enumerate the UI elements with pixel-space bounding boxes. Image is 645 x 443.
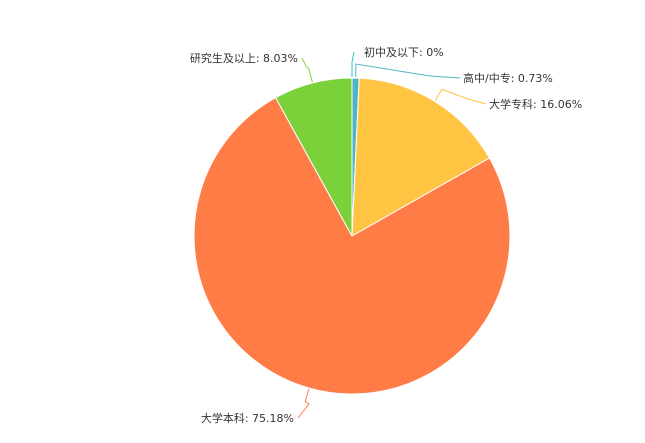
slice-label-1: 高中/中专: 0.73% <box>463 71 553 85</box>
leader-line-4 <box>301 57 313 83</box>
slice-label-4: 研究生及以上: 8.03% <box>190 51 298 65</box>
slice-label-0: 初中及以下: 0% <box>364 45 444 59</box>
slices-layer <box>193 77 511 395</box>
pie-slice-2[interactable] <box>351 77 491 237</box>
leader-line-3 <box>297 388 310 419</box>
slice-label-2: 大学专科: 16.06% <box>489 97 582 111</box>
leader-line-2 <box>434 88 487 105</box>
pie-slice-4[interactable] <box>274 77 353 237</box>
slice-label-3: 大学本科: 75.18% <box>201 411 294 425</box>
leader-line-0 <box>351 51 355 77</box>
leader-line-1 <box>355 63 461 79</box>
labels-layer: 初中及以下: 0% 高中/中专: 0.73% 大学专科: 16.06% 大学本科: 7… <box>190 45 582 425</box>
pie-slice-3[interactable] <box>193 97 511 395</box>
leader-lines-layer <box>297 51 487 419</box>
